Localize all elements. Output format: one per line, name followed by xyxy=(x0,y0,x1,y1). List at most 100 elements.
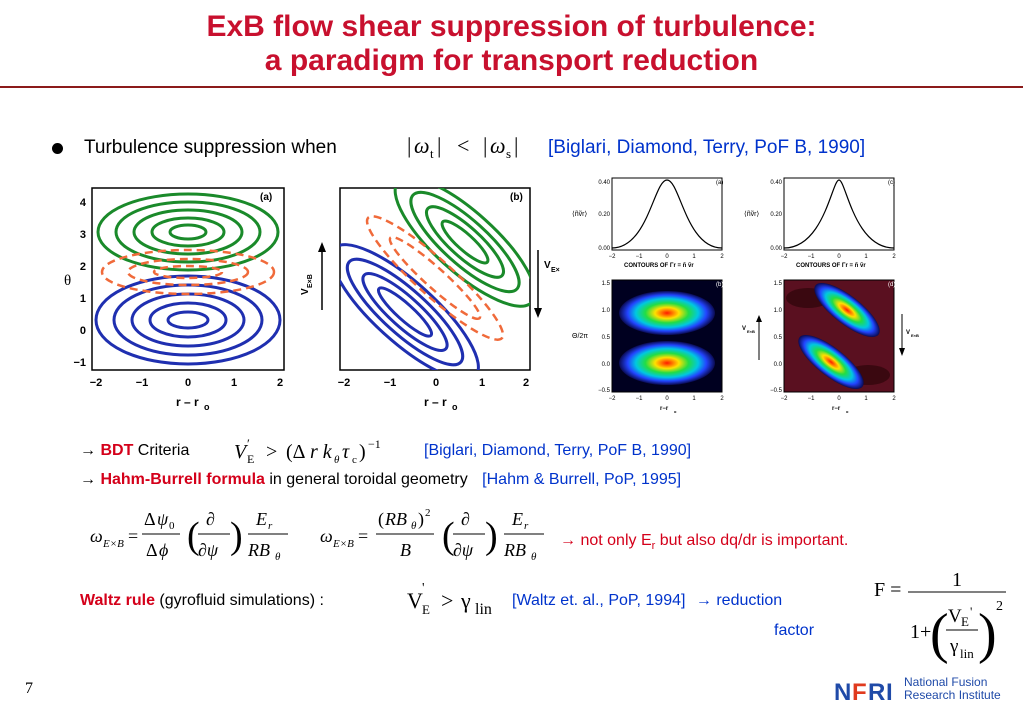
panel-b-label: (b) xyxy=(510,192,523,203)
arrow-right-icon: → xyxy=(560,532,576,549)
svg-text:θ: θ xyxy=(531,551,537,563)
waltz-formula: V ' E > γ lin xyxy=(405,578,505,618)
svg-text:0.40: 0.40 xyxy=(770,180,782,186)
svg-text:o: o xyxy=(204,402,210,412)
svg-text:): ) xyxy=(978,603,997,665)
svg-text:lin: lin xyxy=(475,601,492,618)
logo-text: National Fusion Research Institute xyxy=(904,675,1001,702)
svg-text:θ: θ xyxy=(411,520,417,532)
svg-text:|: | xyxy=(483,133,487,158)
bullet-dot-icon xyxy=(52,143,63,154)
svg-text:−2: −2 xyxy=(781,396,789,402)
svg-text:E×B: E×B xyxy=(307,274,314,288)
svg-text:N: N xyxy=(834,679,851,704)
svg-text:|: | xyxy=(514,133,518,158)
slide-title-line2: a paradigm for transport reduction xyxy=(264,44,759,77)
svg-text:0.00: 0.00 xyxy=(598,246,610,252)
nfri-logo: N F R I National Fusion Research Institu… xyxy=(834,675,1014,707)
svg-text:0.40: 0.40 xyxy=(598,180,610,186)
svg-text:r: r xyxy=(268,520,273,532)
svg-text:F: F xyxy=(852,679,867,704)
svg-text:E: E xyxy=(247,452,254,466)
svg-text:Θ/2π: Θ/2π xyxy=(572,333,588,340)
svg-text:−1: −1 xyxy=(136,377,149,389)
svg-text:=: = xyxy=(358,526,368,546)
svg-text:V: V xyxy=(234,441,249,463)
svg-text:V: V xyxy=(948,606,962,627)
svg-text:0: 0 xyxy=(169,520,175,532)
svg-text:F =: F = xyxy=(874,579,901,601)
svg-text:2: 2 xyxy=(523,377,529,389)
svg-text:0.5: 0.5 xyxy=(774,335,783,341)
waltz-text: (gyrofluid simulations) : xyxy=(159,592,324,609)
page-number: 7 xyxy=(25,680,33,697)
svg-text:r−r: r−r xyxy=(660,406,669,412)
svg-text:−2: −2 xyxy=(338,377,351,389)
svg-text:1+: 1+ xyxy=(910,621,931,643)
svg-text:2: 2 xyxy=(720,396,724,402)
svg-text:0.20: 0.20 xyxy=(598,212,610,218)
reduction-factor-formula: F = 1 1+ ( V E ' γ lin ) 2 xyxy=(872,566,1012,666)
svg-text:): ) xyxy=(485,515,498,557)
waltz-reference: [Waltz et. al., PoP, 1994] → reduction xyxy=(512,592,783,609)
slide-title: ExB flow shear suppression of turbulence… xyxy=(0,10,1023,78)
svg-text:E×B: E×B xyxy=(911,333,919,338)
svg-text:V: V xyxy=(407,588,423,613)
svg-text:−2: −2 xyxy=(609,254,617,260)
svg-text:2: 2 xyxy=(996,599,1003,614)
left-contour-figure: (a) 4 3 2 1 0 −1 θ −2 −1 0 1 2 r – r o xyxy=(60,180,565,420)
svg-text:>: > xyxy=(266,441,277,463)
svg-text:|: | xyxy=(407,133,411,158)
svg-text:−1: −1 xyxy=(73,357,86,369)
svg-text:(: ( xyxy=(442,515,455,557)
svg-text:s: s xyxy=(506,146,511,161)
svg-text:1: 1 xyxy=(864,396,868,402)
svg-text:0.20: 0.20 xyxy=(770,212,782,218)
svg-text:−1: −1 xyxy=(636,396,644,402)
bdt-formula: V ′ E > (Δ r k θ τ c ) −1 xyxy=(232,434,402,468)
svg-text:−1: −1 xyxy=(368,437,381,451)
svg-text:∂: ∂ xyxy=(461,509,470,529)
svg-text:V: V xyxy=(544,260,551,271)
svg-text:γ: γ xyxy=(460,588,471,613)
svg-text:CONTOURS OF Γr = ñ ṽr: CONTOURS OF Γr = ñ ṽr xyxy=(796,263,866,269)
svg-text:0: 0 xyxy=(837,396,841,402)
svg-text:1: 1 xyxy=(80,293,86,305)
svg-text:r k: r k xyxy=(310,441,333,463)
svg-text:V: V xyxy=(906,330,910,336)
svg-text:E×B: E×B xyxy=(102,538,124,550)
svg-text:E: E xyxy=(961,614,969,629)
svg-text:1: 1 xyxy=(692,396,696,402)
svg-text:<: < xyxy=(457,133,469,158)
panel-a-label: (a) xyxy=(260,192,272,203)
svg-text:−2: −2 xyxy=(90,377,103,389)
arrow-right-icon: → xyxy=(80,471,96,488)
svg-text:ϕ: ϕ xyxy=(159,540,168,560)
svg-text:∂ψ: ∂ψ xyxy=(453,540,474,560)
svg-text:>: > xyxy=(441,588,453,613)
slide-title-line1: ExB flow shear suppression of turbulence… xyxy=(206,10,817,43)
svg-text:1.0: 1.0 xyxy=(602,308,611,314)
svg-text:τ: τ xyxy=(342,441,350,463)
svg-text:B: B xyxy=(400,540,411,560)
svg-text:3: 3 xyxy=(80,229,86,241)
svg-text:): ) xyxy=(359,441,366,463)
svg-text:θ: θ xyxy=(334,454,340,466)
svg-text:o: o xyxy=(674,409,677,414)
left-xlabel-a: r – r xyxy=(176,395,199,409)
svg-text:RB: RB xyxy=(247,540,270,560)
bullet-text: Turbulence suppression when xyxy=(84,137,337,158)
svg-text:1: 1 xyxy=(692,254,696,260)
svg-text:2: 2 xyxy=(277,377,283,389)
svg-text:(: ( xyxy=(187,515,200,557)
svg-text:0.0: 0.0 xyxy=(774,362,783,368)
right-flux-figure: (a) 0.40 0.20 0.00 ⟨ñṽr⟩ −2 −1 0 1 2 C… xyxy=(568,170,898,420)
svg-text:(c): (c) xyxy=(888,180,895,186)
arrow-down-icon xyxy=(534,308,542,318)
svg-text:E×B: E×B xyxy=(551,267,560,274)
svg-text:r−r: r−r xyxy=(832,406,841,412)
svg-text:ω: ω xyxy=(90,526,103,546)
svg-text:': ' xyxy=(422,581,425,596)
svg-text:RB: RB xyxy=(503,540,526,560)
svg-text:CONTOURS OF Γr = ñ ṽr: CONTOURS OF Γr = ñ ṽr xyxy=(624,263,694,269)
